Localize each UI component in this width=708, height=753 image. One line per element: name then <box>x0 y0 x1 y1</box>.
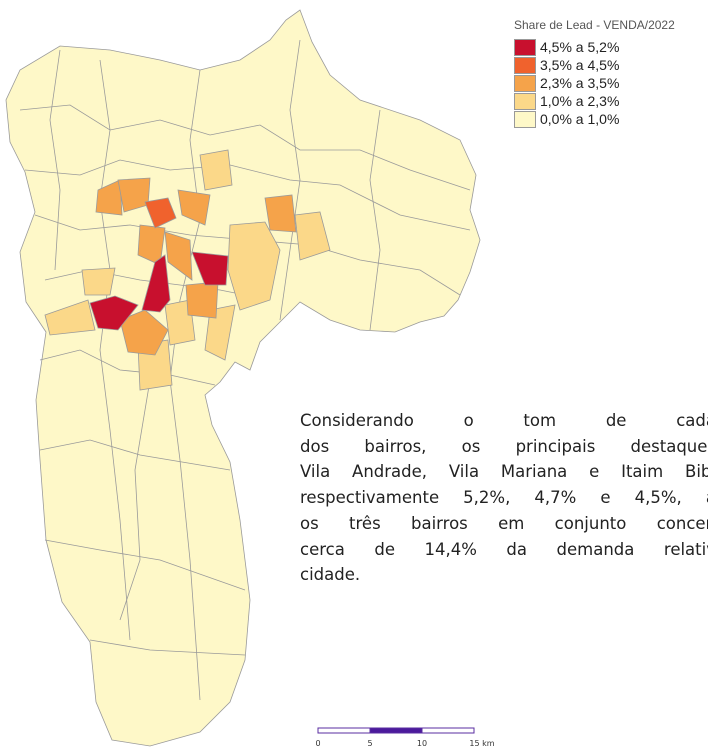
legend-title: Share de Lead - VENDA/2022 <box>514 18 675 32</box>
paragraph: Considerando o tom de cada dos bairros, o… <box>300 408 708 588</box>
paragraph-line: respectivamente 5,2%, 4,7% e 4,5%, a <box>300 488 708 508</box>
paragraph-line: Considerando o tom de cada <box>300 411 708 430</box>
scale-bar: 0 5 10 15 km <box>315 727 495 748</box>
paragraph-line: os três bairros em conjunto concen <box>300 513 708 533</box>
legend-swatch <box>514 56 536 74</box>
district <box>185 281 219 319</box>
district <box>44 299 96 336</box>
map <box>5 9 481 747</box>
highlighted-districts <box>44 149 331 391</box>
scale-segment <box>421 727 475 734</box>
legend-entry: 0,0% a 1,0% <box>514 110 675 128</box>
district <box>144 197 177 229</box>
legend-label: 4,5% a 5,2% <box>540 39 620 55</box>
district <box>199 149 233 191</box>
legend-label: 3,5% a 4,5% <box>540 57 620 73</box>
scale-label: 5 <box>367 739 372 748</box>
legend-label: 0,0% a 1,0% <box>540 111 620 127</box>
scale-segment <box>317 727 371 734</box>
scale-label: 10 <box>417 739 427 748</box>
district <box>177 189 211 226</box>
paragraph-line: cidade. <box>300 565 361 585</box>
paragraph-line: Vila Andrade, Vila Mariana e Itaim Bibi <box>300 462 708 482</box>
legend-swatch <box>514 74 536 92</box>
legend-swatch <box>514 110 536 128</box>
legend-swatch <box>514 38 536 56</box>
district <box>294 211 331 261</box>
scale-label: 15 km <box>469 739 494 748</box>
scale-segment <box>369 727 423 734</box>
district <box>264 194 297 233</box>
district <box>227 221 281 311</box>
district <box>191 251 229 286</box>
paragraph-line: cerca de 14,4% da demanda relativ <box>300 539 708 559</box>
district <box>164 231 193 281</box>
district <box>95 179 123 216</box>
legend-entry: 2,3% a 3,5% <box>514 74 675 92</box>
district <box>119 309 169 356</box>
legend-label: 2,3% a 3,5% <box>540 75 620 91</box>
legend-label: 1,0% a 2,3% <box>540 93 620 109</box>
legend-swatch <box>514 92 536 110</box>
city-outline <box>5 9 481 747</box>
legend: Share de Lead - VENDA/2022 4,5% a 5,2% 3,… <box>514 18 675 128</box>
district <box>81 267 116 296</box>
district <box>141 254 171 313</box>
legend-entry: 3,5% a 4,5% <box>514 56 675 74</box>
legend-entries: 4,5% a 5,2% 3,5% a 4,5% 2,3% a 3,5% 1,0% a … <box>514 38 675 128</box>
district <box>204 304 236 361</box>
legend-entry: 1,0% a 2,3% <box>514 92 675 110</box>
paragraph-line: dos bairros, os principais destaques <box>300 436 708 456</box>
scale-label: 0 <box>315 739 320 748</box>
legend-entry: 4,5% a 5,2% <box>514 38 675 56</box>
district <box>89 295 139 331</box>
